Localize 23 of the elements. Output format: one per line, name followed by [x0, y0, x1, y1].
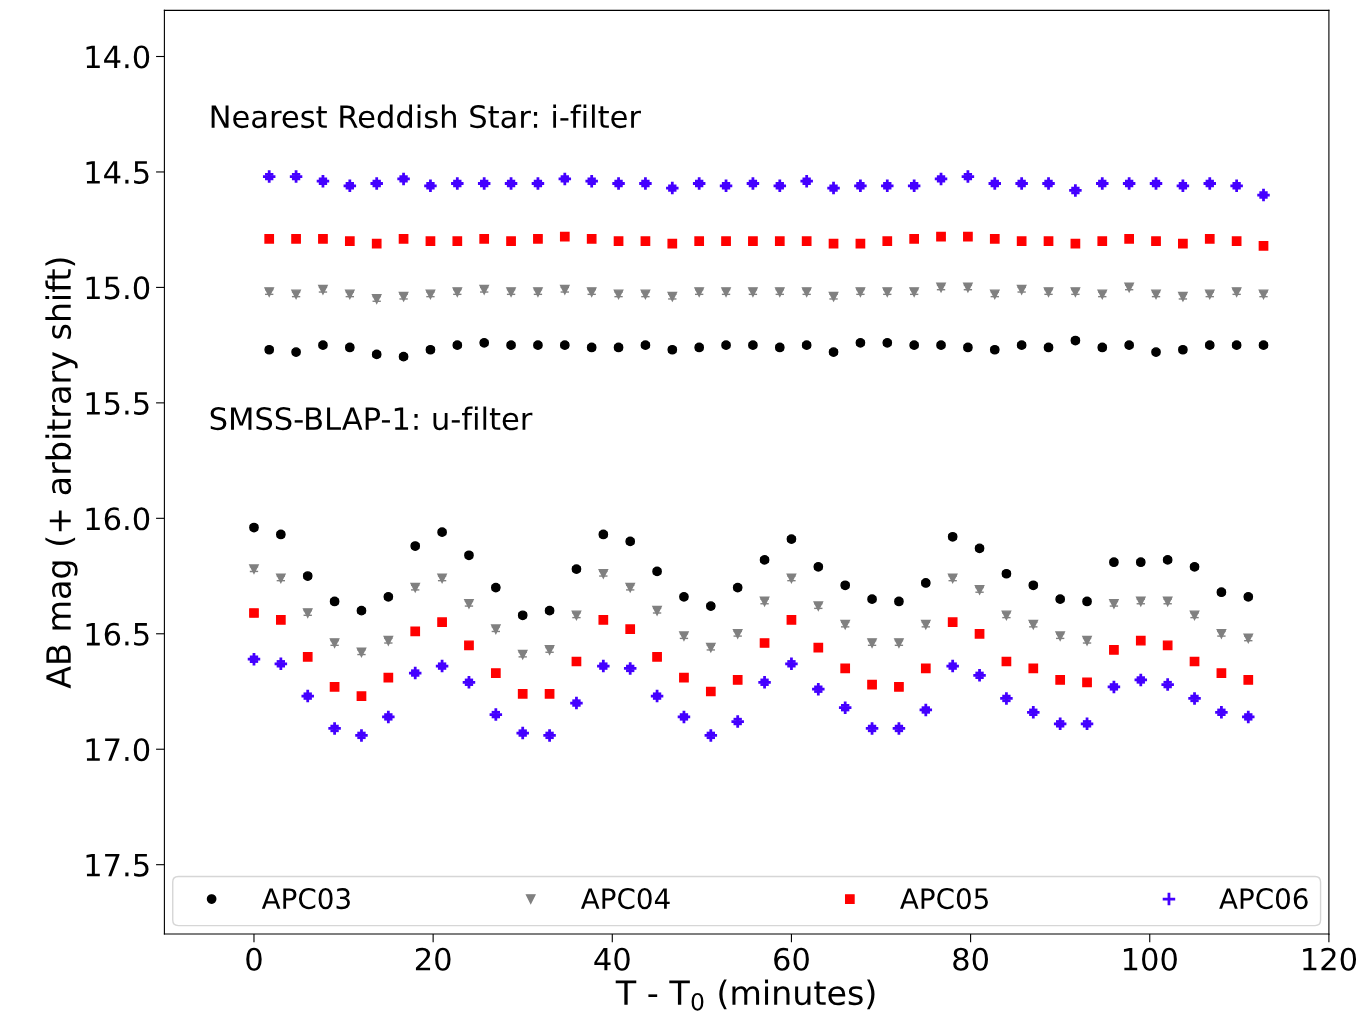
x-tick-label: 20	[415, 947, 451, 971]
y-tick-label: 17.0	[86, 738, 150, 762]
x-tick-label: 40	[594, 947, 630, 971]
annotation: SMSS-BLAP-1: u-filter	[210, 406, 533, 431]
legend-label: APC06	[1219, 888, 1308, 910]
annotation: Nearest Reddish Star: i-filter	[211, 104, 641, 129]
legend-label: APC04	[580, 888, 670, 910]
legend-label: APC05	[900, 888, 988, 910]
y-tick-label: 15.5	[86, 392, 149, 415]
x-tick-label: 80	[953, 947, 988, 971]
y-axis-title: AB mag (+ arbitrary shift)	[45, 258, 78, 689]
x-tick-label: 0	[246, 947, 262, 971]
legend-label: APC03	[261, 888, 350, 910]
y-tick-label: 16.0	[86, 507, 150, 531]
x-tick-label: 100	[1123, 947, 1177, 971]
y-tick-label: 16.5	[86, 622, 149, 646]
y-tick-label: 14.0	[86, 45, 150, 69]
y-tick-label: 15.0	[86, 276, 150, 300]
y-tick-label: 17.5	[86, 854, 149, 877]
x-axis-title: T - T$_{0}$ (minutes)	[615, 979, 875, 1011]
x-tick-label: 60	[774, 947, 809, 971]
y-tick-label: 14.5	[86, 161, 149, 184]
x-tick-label: 120	[1303, 947, 1357, 971]
